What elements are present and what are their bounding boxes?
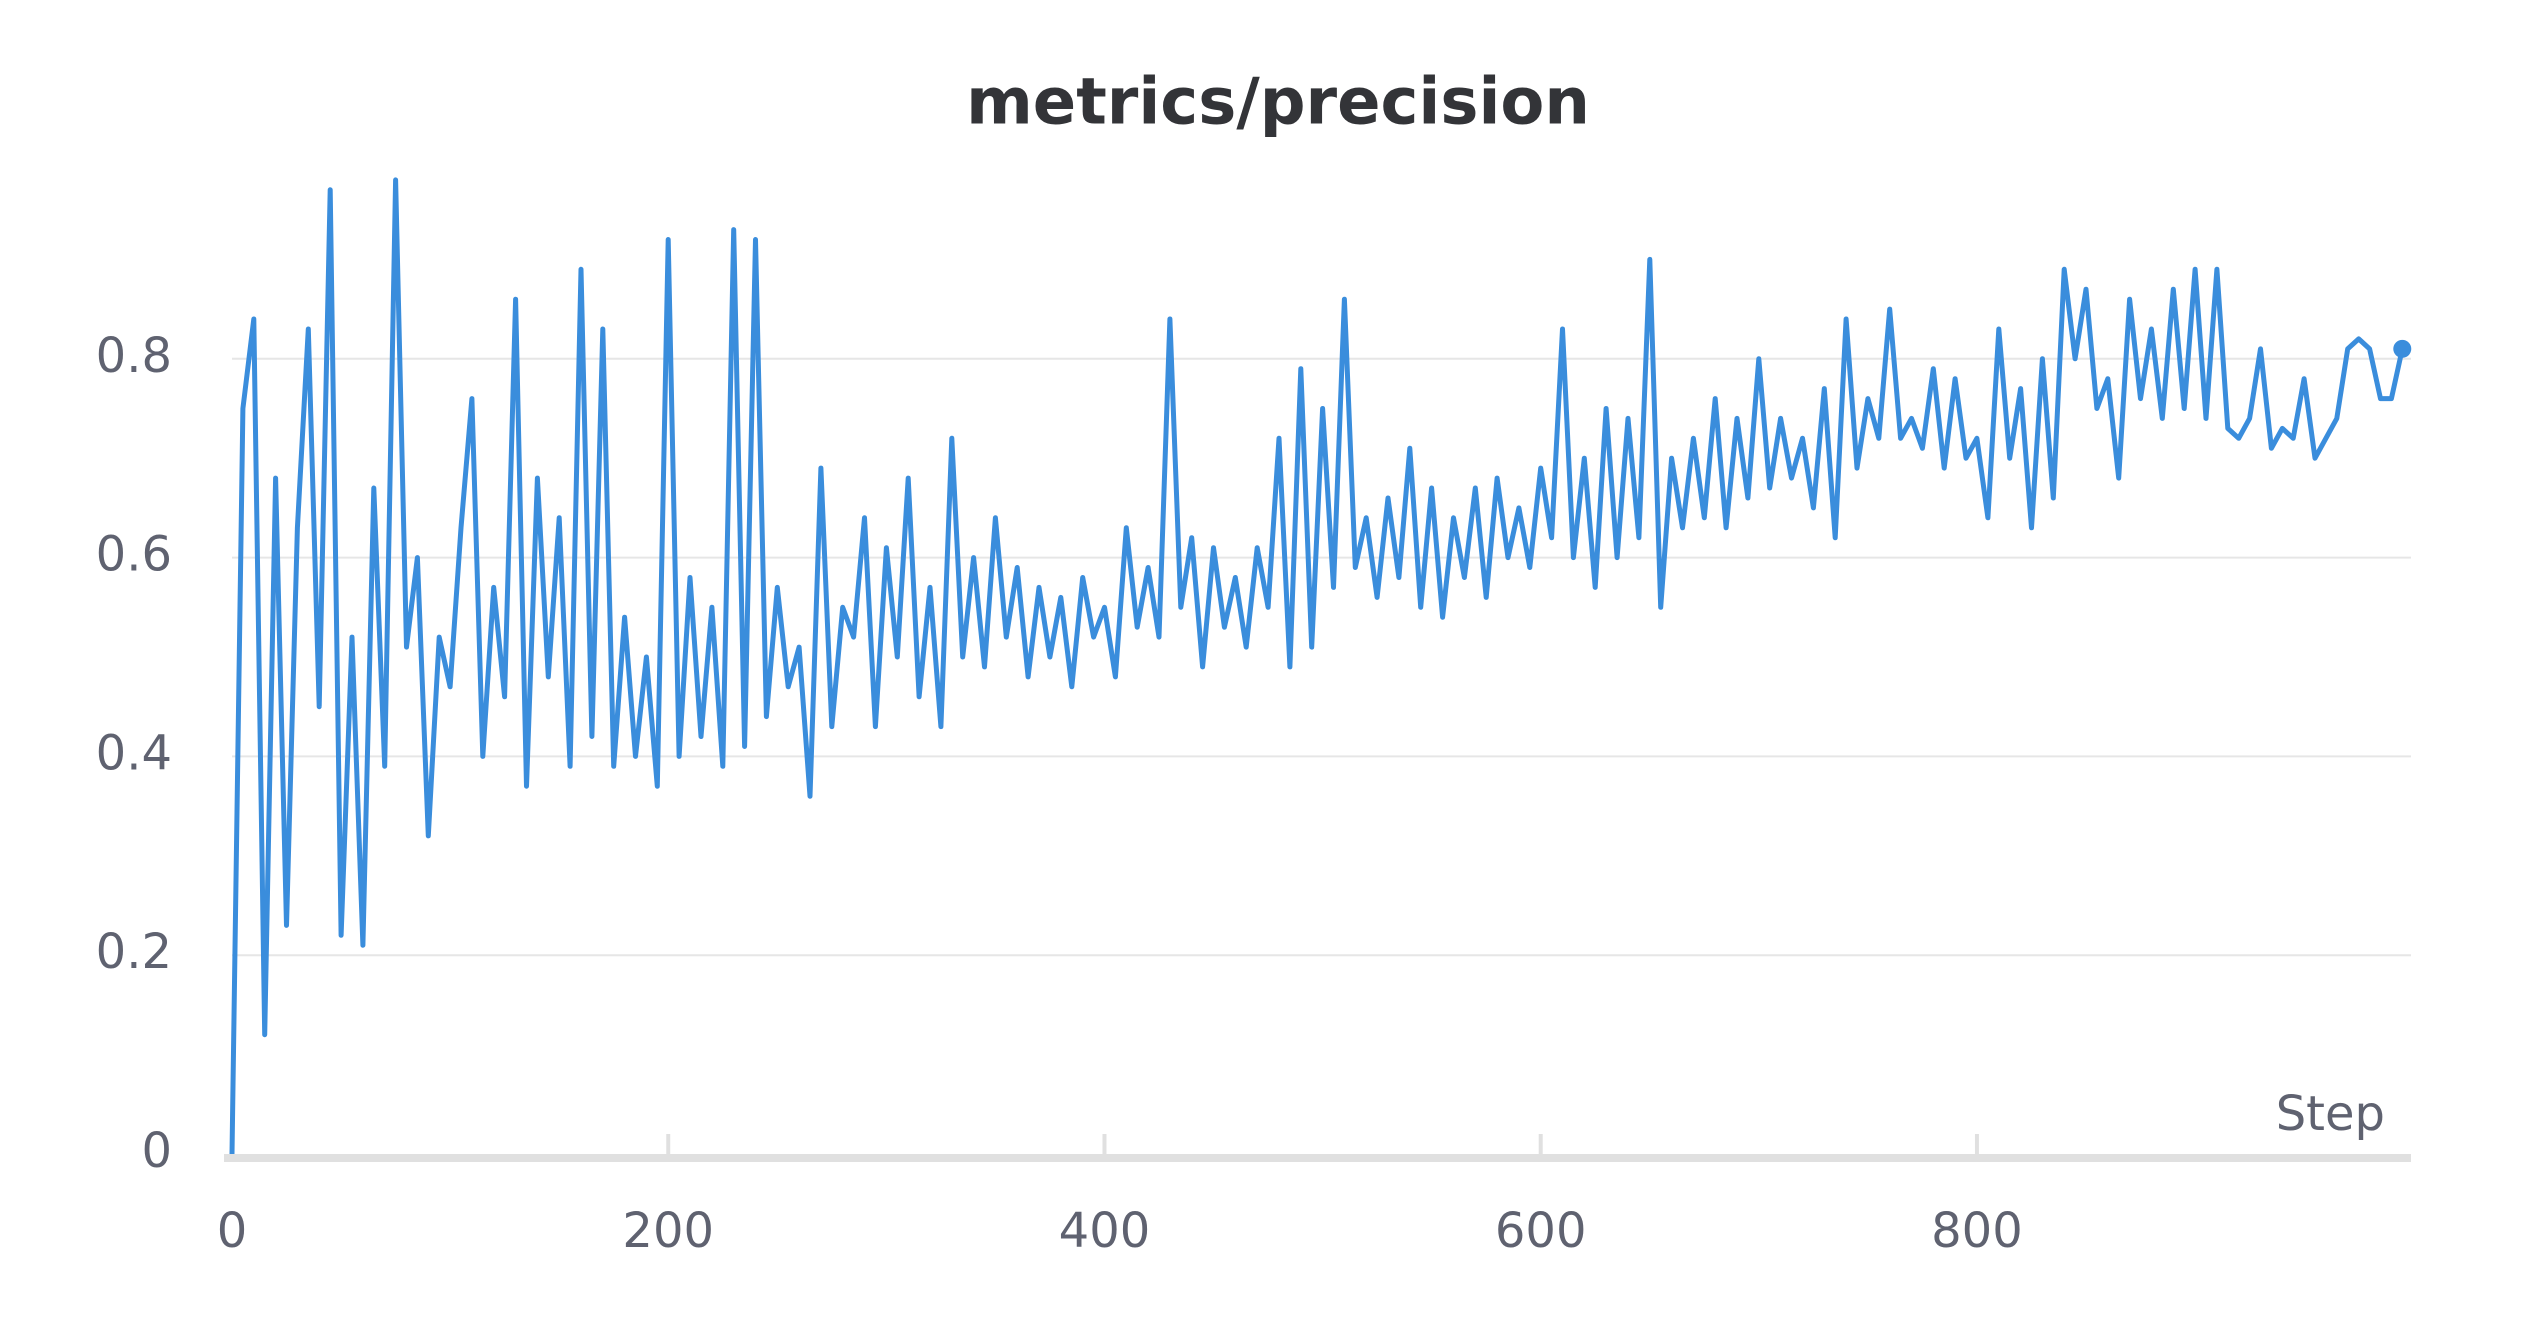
x-tick-label: 600 (1495, 1203, 1587, 1259)
data-line (229, 177, 2405, 1155)
x-tick-label: 800 (1931, 1203, 2023, 1259)
y-tick-label: 0.6 (96, 527, 172, 583)
x-tick-label: 0 (217, 1203, 248, 1259)
y-tick-label: 0.2 (96, 924, 172, 980)
last-point (2393, 339, 2412, 358)
y-tick-label: 0.8 (96, 328, 172, 384)
x-tick-label: 200 (622, 1203, 714, 1259)
y-tick-label: 0 (141, 1123, 172, 1179)
x-tick-label: 400 (1059, 1203, 1151, 1259)
chart-title: metrics/precision (966, 66, 1590, 140)
y-tick-label: 0.4 (96, 725, 172, 781)
x-axis-label: Step (2276, 1086, 2385, 1142)
